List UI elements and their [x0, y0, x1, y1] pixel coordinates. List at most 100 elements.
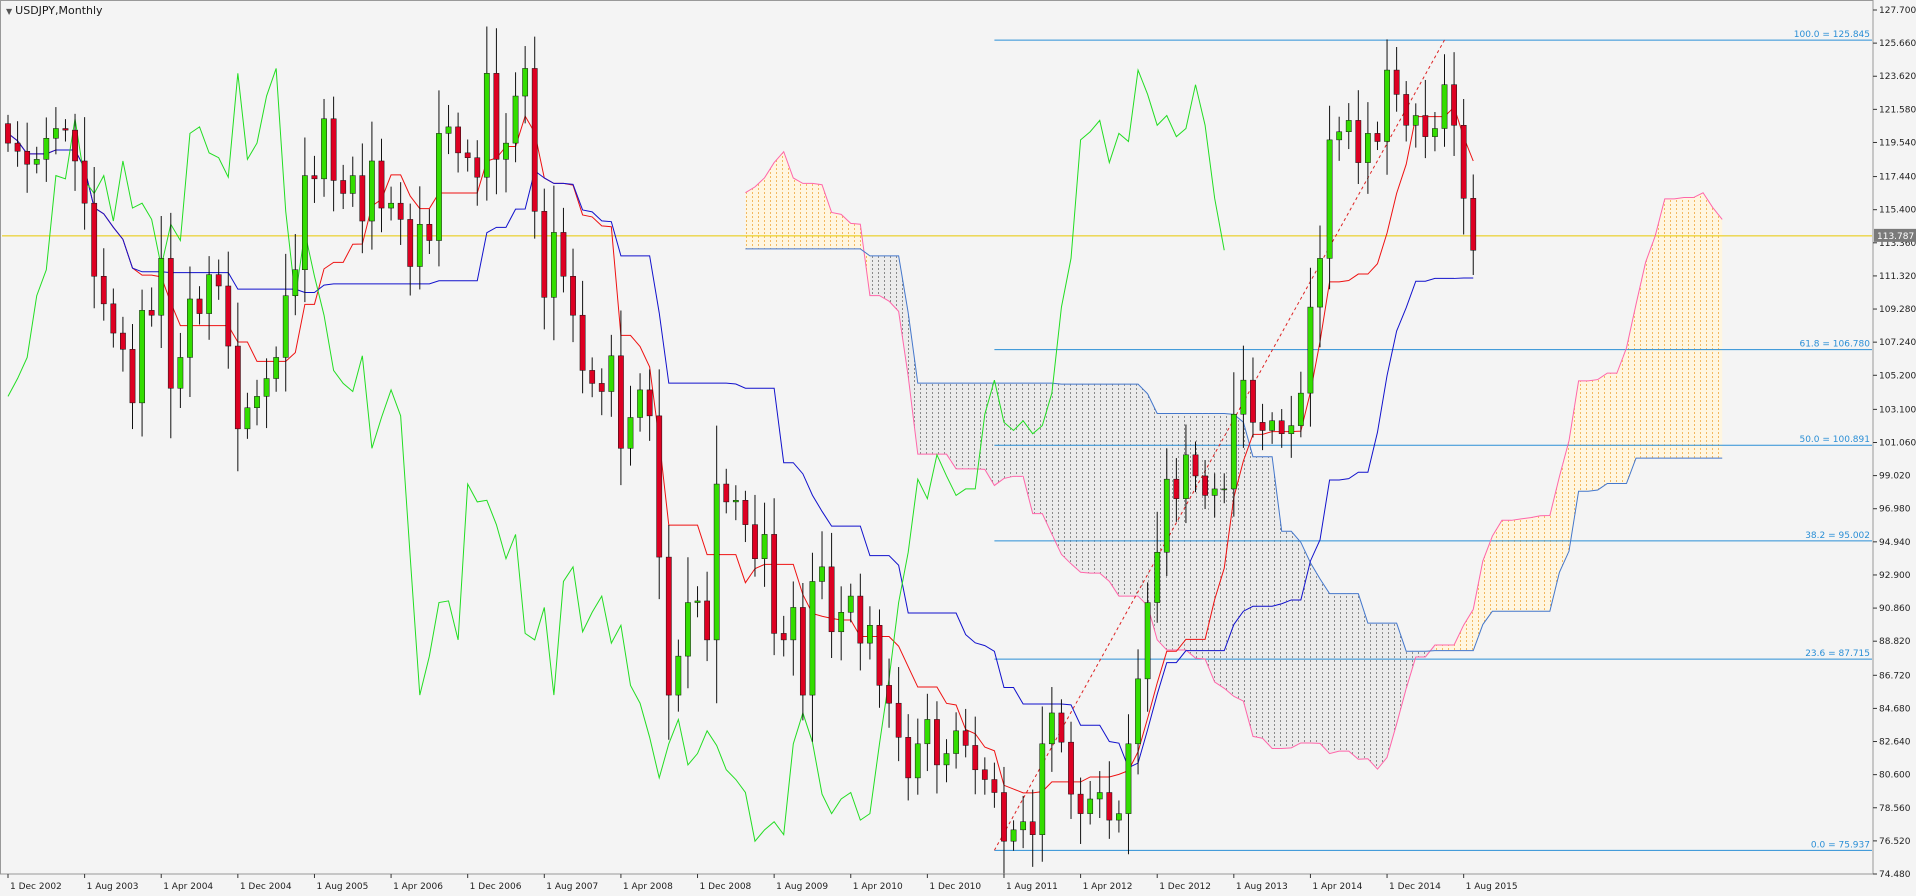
- x-tick-label: 1 Aug 2009: [776, 882, 828, 892]
- line-labels: 100.0 = 125.845 61.8 = 106.780 50.0 = 100.…: [1794, 30, 1871, 850]
- fib-level-label: 0.0 = 75.937: [1811, 840, 1870, 850]
- candle-body: [1317, 258, 1323, 308]
- candle-body: [1116, 813, 1122, 821]
- chikou-span-line: [7, 68, 1225, 843]
- candle: [799, 582, 806, 721]
- candle: [1336, 116, 1343, 161]
- candle: [139, 289, 145, 437]
- candle: [1202, 460, 1208, 510]
- candle-body: [167, 258, 174, 389]
- candle-body: [273, 357, 280, 379]
- candle-body: [953, 730, 959, 754]
- candle-body: [369, 160, 375, 222]
- candle: [1048, 687, 1055, 772]
- candle: [53, 107, 59, 155]
- candle-body: [1068, 741, 1074, 795]
- candle-body: [1240, 379, 1247, 415]
- candle: [1010, 820, 1017, 851]
- collapse-triangle-icon[interactable]: ▼: [6, 7, 13, 16]
- fib-level-label: 23.6 = 87.715: [1805, 649, 1870, 659]
- candle-body: [196, 298, 203, 314]
- tenkan-sen-line: [7, 106, 1474, 794]
- candle: [780, 615, 787, 657]
- x-tick-label: 1 Dec 2010: [929, 882, 981, 892]
- candle: [790, 581, 797, 676]
- y-tick-label: 101.060: [1879, 438, 1916, 448]
- candle-body: [886, 685, 892, 704]
- candle-body: [608, 355, 615, 392]
- senkou-span-a-line: [745, 150, 1723, 770]
- candle-body: [905, 737, 912, 779]
- candle: [273, 346, 280, 392]
- candle: [1173, 458, 1180, 522]
- fib-level-label: 100.0 = 125.845: [1794, 30, 1870, 40]
- candle-body: [809, 581, 816, 696]
- y-tick-label: 127.700: [1879, 6, 1916, 16]
- candle: [618, 310, 624, 486]
- y-tick-label: 82.640: [1879, 738, 1911, 748]
- candle: [1240, 345, 1247, 448]
- candle-body: [292, 269, 299, 296]
- candle: [196, 286, 203, 325]
- candle-body: [378, 160, 385, 209]
- candle: [1259, 403, 1266, 451]
- candle: [991, 762, 998, 808]
- candle-body: [1020, 821, 1027, 831]
- candle: [646, 369, 653, 441]
- candle-body: [1135, 678, 1141, 745]
- candle-body: [934, 719, 940, 766]
- ichimoku-cloud: [745, 151, 1723, 770]
- candle-body: [1365, 133, 1371, 163]
- candle: [1087, 780, 1094, 825]
- candle: [33, 146, 40, 174]
- candle: [1183, 424, 1189, 524]
- candle: [1365, 102, 1371, 194]
- candle: [838, 586, 845, 661]
- candle: [1077, 777, 1084, 844]
- candle: [1211, 473, 1218, 518]
- candle-body: [1230, 413, 1237, 490]
- candle-body: [1221, 488, 1228, 491]
- x-tick-label: 1 Dec 2006: [470, 882, 522, 892]
- candle: [665, 524, 672, 740]
- candle: [752, 494, 758, 577]
- candle-body: [541, 211, 548, 298]
- x-tick-label: 1 Apr 2004: [163, 882, 213, 892]
- candle-body: [177, 357, 184, 389]
- candle-body: [512, 95, 519, 144]
- y-tick-label: 119.540: [1879, 138, 1916, 148]
- candle: [685, 557, 691, 689]
- candle: [426, 209, 433, 254]
- y-tick-label: 96.980: [1879, 505, 1911, 515]
- candle: [321, 98, 327, 197]
- candle: [1422, 79, 1429, 159]
- candle: [531, 36, 538, 239]
- candle: [972, 716, 979, 795]
- candle: [1355, 90, 1362, 184]
- candle: [187, 266, 193, 397]
- candle: [436, 90, 442, 267]
- candle-body: [694, 600, 701, 603]
- candle-body: [215, 274, 222, 287]
- candle-body: [1355, 120, 1362, 163]
- candle: [809, 552, 816, 742]
- candle-body: [1144, 602, 1151, 680]
- candle: [608, 334, 615, 417]
- candle: [1441, 54, 1448, 147]
- y-tick-label: 76.520: [1879, 837, 1911, 847]
- x-tick-label: 1 Dec 2004: [240, 882, 292, 892]
- candle-body: [1297, 392, 1304, 426]
- candle-body: [981, 769, 988, 780]
- x-tick-label: 1 Aug 2013: [1236, 882, 1288, 892]
- candle: [455, 112, 461, 173]
- candle-body: [349, 175, 356, 194]
- candle: [905, 714, 912, 801]
- candle: [924, 693, 931, 772]
- candle-body: [1432, 128, 1438, 137]
- candle: [656, 369, 663, 600]
- candle: [867, 606, 873, 660]
- candle-body: [244, 407, 251, 430]
- candle: [1393, 47, 1400, 112]
- y-tick-label: 123.620: [1879, 72, 1916, 82]
